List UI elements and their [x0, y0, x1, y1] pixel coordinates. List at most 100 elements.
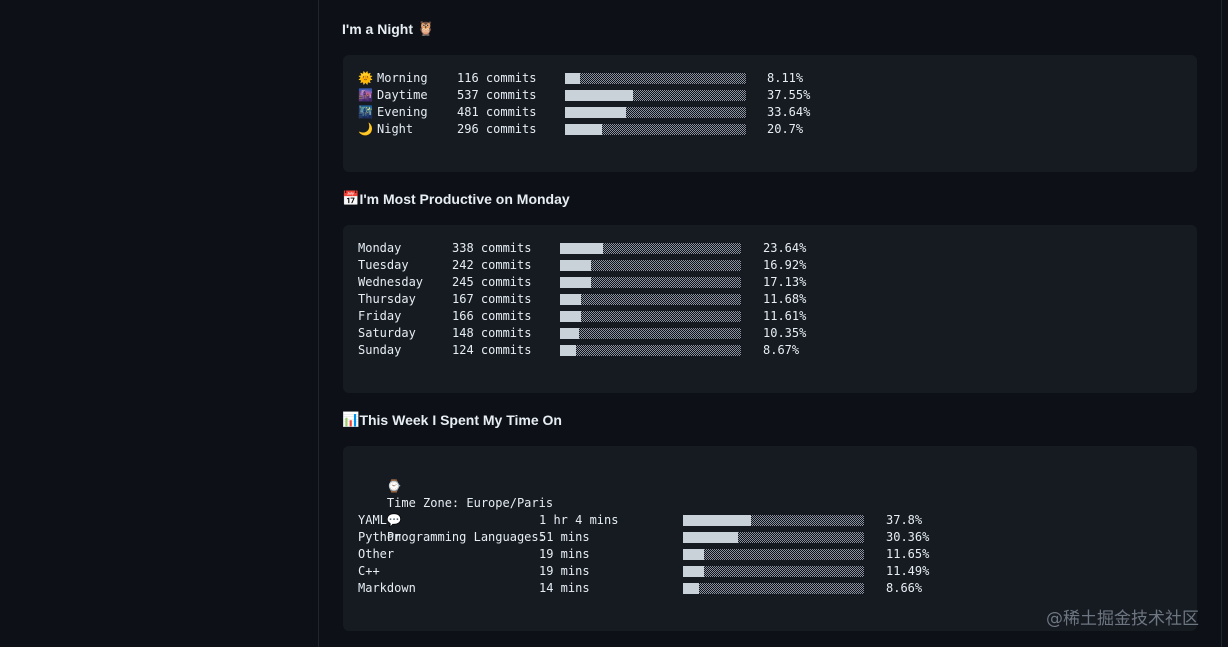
speech-bubble-icon: 💬	[386, 513, 402, 527]
bar-chart-icon: 📊	[342, 411, 360, 427]
section-title-text: This Week I Spent My Time On	[359, 411, 562, 428]
stat-percent: 16.92%	[763, 258, 807, 272]
time-of-day-icon: 🌙	[358, 122, 373, 136]
stat-value: 242 commits	[452, 258, 532, 272]
stat-label: Sunday	[358, 343, 402, 357]
stat-value: 537 commits	[457, 88, 537, 102]
stat-value: 167 commits	[452, 292, 532, 306]
timezone-line: ⌚ Time Zone: Europe/Paris	[358, 461, 553, 510]
progress-bar-fill	[683, 566, 704, 577]
time-of-day-icon: 🌃	[358, 105, 373, 119]
stat-percent: 37.8%	[886, 513, 923, 527]
stat-label: Monday	[358, 241, 402, 255]
code-block-productive: Monday 338 commits 23.64% Tuesday 242 commit…	[343, 225, 1197, 393]
stat-row: Tuesday 242 commits 16.92%	[358, 257, 1178, 274]
stat-percent: 20.7%	[767, 122, 804, 136]
stat-row: Monday 338 commits 23.64%	[358, 240, 1178, 257]
stat-row: Python 51 mins 30.36%	[358, 529, 1178, 546]
stat-row: Wednesday 245 commits 17.13%	[358, 274, 1178, 291]
languages-label: Programming Languages:	[386, 530, 546, 544]
stat-percent: 11.49%	[886, 564, 930, 578]
progress-bar	[683, 549, 864, 560]
stat-label: C++	[358, 564, 380, 578]
stat-label: Evening	[377, 105, 428, 119]
progress-bar-fill	[560, 277, 591, 288]
stat-label: YAML	[358, 513, 387, 527]
section-title-text: I'm a Night	[342, 20, 413, 37]
stat-value: 116 commits	[457, 71, 537, 85]
stat-label: Python	[358, 530, 402, 544]
stat-percent: 8.66%	[886, 581, 923, 595]
stat-row: 🌆 Daytime 537 commits 37.55%	[358, 87, 1178, 104]
stat-value: 166 commits	[452, 309, 532, 323]
stat-row: 🌃 Evening 481 commits 33.64%	[358, 104, 1178, 121]
stat-percent: 37.55%	[767, 88, 811, 102]
stat-label: Saturday	[358, 326, 416, 340]
section-title-night: I'm a Night 🦉	[342, 20, 434, 37]
stat-value: 124 commits	[452, 343, 532, 357]
section-title-week: 📊 This Week I Spent My Time On	[342, 411, 562, 428]
progress-bar	[560, 345, 741, 356]
stat-percent: 10.35%	[763, 326, 807, 340]
progress-bar-fill	[565, 124, 602, 135]
progress-bar	[683, 583, 864, 594]
time-of-day-icon: 🌆	[358, 88, 373, 102]
stat-label: Wednesday	[358, 275, 424, 289]
stat-label: Other	[358, 547, 395, 561]
progress-bar	[560, 311, 741, 322]
owl-icon: 🦉	[417, 20, 435, 36]
stat-percent: 23.64%	[763, 241, 807, 255]
progress-bar-fill	[683, 515, 751, 526]
stat-value: 1 hr 4 mins	[539, 513, 619, 527]
stat-percent: 33.64%	[767, 105, 811, 119]
progress-bar	[565, 73, 746, 84]
watch-icon: ⌚	[386, 479, 402, 493]
stat-value: 338 commits	[452, 241, 532, 255]
stat-value: 19 mins	[539, 547, 590, 561]
stat-row: Thursday 167 commits 11.68%	[358, 291, 1178, 308]
watermark: @稀土掘金技术社区	[1046, 609, 1199, 629]
progress-bar-fill	[683, 583, 699, 594]
scrollbar-track[interactable]	[1221, 0, 1222, 647]
progress-bar	[683, 566, 864, 577]
calendar-icon: 📅	[342, 190, 360, 206]
stat-percent: 11.61%	[763, 309, 807, 323]
stat-value: 296 commits	[457, 122, 537, 136]
progress-bar	[565, 90, 746, 101]
stat-label: Markdown	[358, 581, 416, 595]
stat-value: 481 commits	[457, 105, 537, 119]
stat-label: Tuesday	[358, 258, 409, 272]
stat-row: C++ 19 mins 11.49%	[358, 563, 1178, 580]
progress-bar-fill	[560, 345, 576, 356]
stat-value: 51 mins	[539, 530, 590, 544]
stat-label: Daytime	[377, 88, 428, 102]
timezone-text: Time Zone: Europe/Paris	[386, 496, 554, 510]
progress-bar	[683, 532, 864, 543]
stat-value: 14 mins	[539, 581, 590, 595]
progress-bar-fill	[565, 90, 633, 101]
stat-row: Saturday 148 commits 10.35%	[358, 325, 1178, 342]
stat-row: 🌞 Morning 116 commits 8.11%	[358, 70, 1178, 87]
progress-bar	[560, 294, 741, 305]
languages-header: 💬 Programming Languages:	[358, 495, 546, 544]
progress-bar	[565, 107, 746, 118]
stat-label: Morning	[377, 71, 428, 85]
progress-bar-fill	[560, 294, 581, 305]
progress-bar	[565, 124, 746, 135]
progress-bar	[560, 328, 741, 339]
progress-bar-fill	[560, 260, 591, 271]
stat-percent: 11.65%	[886, 547, 930, 561]
stat-percent: 17.13%	[763, 275, 807, 289]
progress-bar	[560, 277, 741, 288]
progress-bar-fill	[560, 328, 579, 339]
progress-bar-fill	[683, 532, 738, 543]
stat-row: Sunday 124 commits 8.67%	[358, 342, 1178, 359]
section-title-text: I'm Most Productive on Monday	[359, 190, 570, 207]
stat-row: Markdown 14 mins 8.66%	[358, 580, 1178, 597]
code-block-night: 🌞 Morning 116 commits 8.11% 🌆 Daytime 537 comm…	[343, 55, 1197, 172]
progress-bar	[683, 515, 864, 526]
progress-bar-fill	[565, 107, 626, 118]
time-of-day-icon: 🌞	[358, 71, 373, 85]
progress-bar-fill	[683, 549, 704, 560]
stat-row: Other 19 mins 11.65%	[358, 546, 1178, 563]
